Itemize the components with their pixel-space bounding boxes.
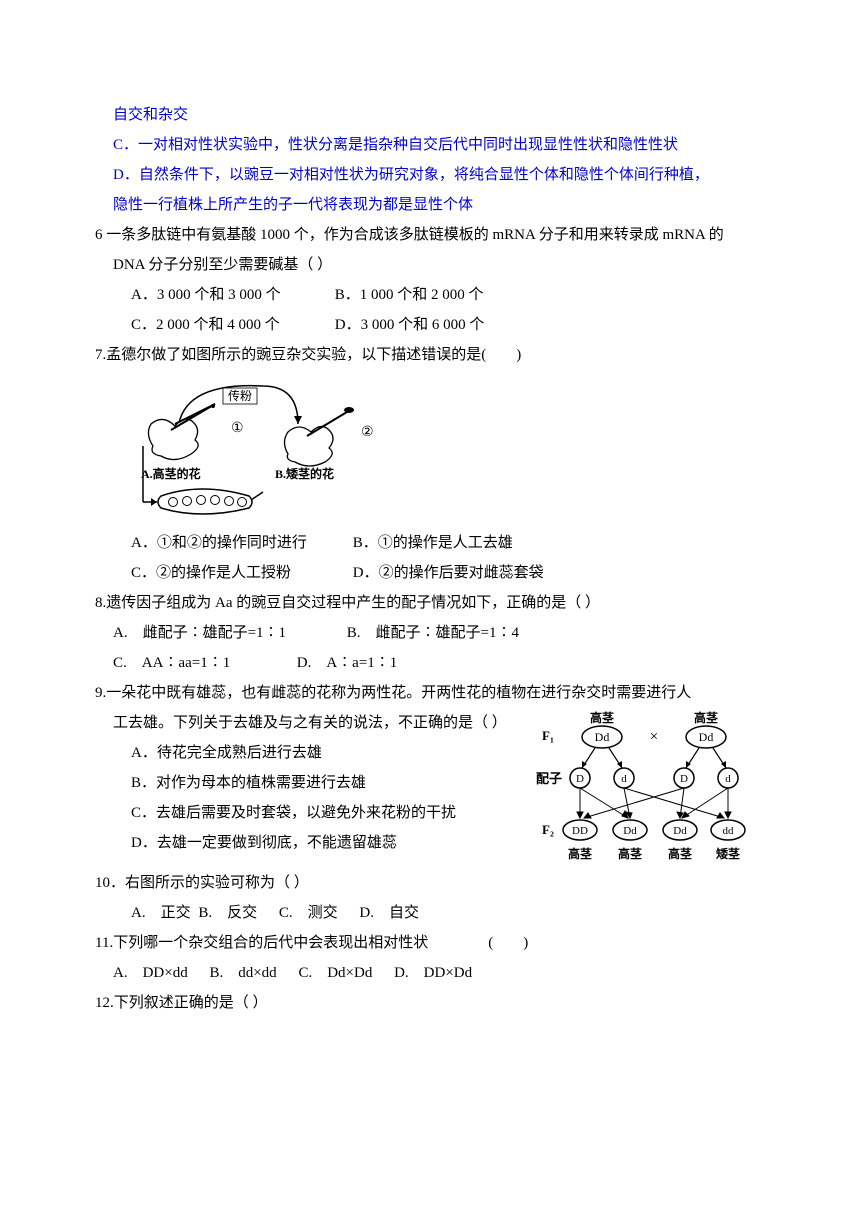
q9-stem-1: 9.一朵花中既有雄蕊，也有雌蕊的花称为两性花。开两性花的植物在进行杂交时需要进行… xyxy=(95,678,765,708)
q6-stem-1: 6 一条多肽链中有氨基酸 1000 个，作为合成该多肽链模板的 mRNA 分子和… xyxy=(95,220,765,250)
svg-text:d: d xyxy=(725,773,731,785)
svg-text:D: D xyxy=(576,773,584,785)
svg-text:①: ① xyxy=(231,421,244,436)
opt-d: D．自然条件下，以豌豆一对相对性状为研究对象，将纯合显性个体和隐性个体间行种植， xyxy=(95,160,765,190)
q7-stem: 7.孟德尔做了如图所示的豌豆杂交实验，以下描述错误的是( ) xyxy=(95,340,765,370)
q11-options: A. DD×dd B. dd×dd C. Dd×Dd D. DD×Dd xyxy=(95,958,765,988)
q6-opt-c: C．2 000 个和 4 000 个 xyxy=(131,310,331,340)
svg-text:d: d xyxy=(621,773,627,785)
svg-text:F₁: F₁ xyxy=(542,728,554,743)
svg-text:高茎: 高茎 xyxy=(694,710,718,725)
q8-opt-a: A. 雌配子∶雄配子=1∶1 xyxy=(113,618,343,648)
q12-stem: 12.下列叙述正确的是（ ） xyxy=(95,988,765,1018)
q11-opt-c: C. Dd×Dd xyxy=(298,958,372,988)
q8-opt-b: B. 雌配子∶雄配子=1∶4 xyxy=(347,618,519,648)
cont-line: 自交和杂交 xyxy=(95,100,765,130)
q7-options-row1: A．①和②的操作同时进行 B．①的操作是人工去雄 xyxy=(95,528,765,558)
q8-opt-d: D. A∶a=1∶1 xyxy=(297,648,398,678)
q11-opt-d: D. DD×Dd xyxy=(394,958,472,988)
svg-text:D: D xyxy=(680,773,688,785)
q6-opt-d: D．3 000 个和 6 000 个 xyxy=(335,310,485,340)
svg-text:Dd: Dd xyxy=(623,825,637,837)
q6-stem-2: DNA 分子分别至少需要碱基（ ） xyxy=(95,250,765,280)
q7-opt-c: C．②的操作是人工授粉 xyxy=(131,558,349,588)
svg-text:高茎: 高茎 xyxy=(668,846,692,861)
q10-opt-b: B. 反交 xyxy=(198,898,257,928)
svg-text:DD: DD xyxy=(572,825,588,837)
q8-opt-c: C. AA∶aa=1∶1 xyxy=(113,648,293,678)
q6-opt-a: A．3 000 个和 3 000 个 xyxy=(131,280,331,310)
svg-text:矮茎: 矮茎 xyxy=(715,846,740,861)
pea-cross-diagram: 传粉 ① ② A.高茎的花 B.矮茎的花 xyxy=(123,374,383,524)
q10-stem: 10．右图所示的实验可称为（ ） xyxy=(95,868,765,898)
q8-stem: 8.遗传因子组成为 Aa 的豌豆自交过程中产生的配子情况如下，正确的是（ ） xyxy=(95,588,765,618)
q8-options-row2: C. AA∶aa=1∶1 D. A∶a=1∶1 xyxy=(95,648,765,678)
svg-text:B.矮茎的花: B.矮茎的花 xyxy=(275,466,334,481)
q7-opt-a: A．①和②的操作同时进行 xyxy=(131,528,349,558)
svg-text:②: ② xyxy=(361,425,374,440)
q7-opt-b: B．①的操作是人工去雄 xyxy=(353,528,513,558)
svg-text:Dd: Dd xyxy=(699,730,714,744)
q6-options-row2: C．2 000 个和 4 000 个 D．3 000 个和 6 000 个 xyxy=(95,310,765,340)
svg-text:dd: dd xyxy=(723,825,735,837)
svg-text:×: × xyxy=(650,729,658,745)
q11-stem: 11.下列哪一个杂交组合的后代中会表现出相对性状 ( ) xyxy=(95,928,765,958)
opt-c: C．一对相对性状实验中，性状分离是指杂种自交后代中同时出现显性性状和隐性性状 xyxy=(95,130,765,160)
svg-text:传粉: 传粉 xyxy=(228,388,252,403)
q11-opt-b: B. dd×dd xyxy=(209,958,276,988)
q9-figure: 高茎 高茎 F₁ Dd × Dd 配子 D d xyxy=(530,710,765,868)
svg-text:高茎: 高茎 xyxy=(568,846,592,861)
opt-d-cont: 隐性一行植株上所产生的子一代将表现为都是显性个体 xyxy=(95,190,765,220)
q7-diagram: 传粉 ① ② A.高茎的花 B.矮茎的花 xyxy=(95,370,765,528)
svg-text:高茎: 高茎 xyxy=(618,846,642,861)
q7-opt-d: D．②的操作后要对雌蕊套袋 xyxy=(353,558,544,588)
q8-options-row1: A. 雌配子∶雄配子=1∶1 B. 雌配子∶雄配子=1∶4 xyxy=(95,618,765,648)
q10-opt-d: D. 自交 xyxy=(359,898,419,928)
q10-opt-a: A. 正交 xyxy=(131,898,191,928)
q11-opt-a: A. DD×dd xyxy=(113,958,188,988)
svg-text:F₂: F₂ xyxy=(542,822,554,837)
svg-text:A.高茎的花: A.高茎的花 xyxy=(141,466,201,481)
svg-text:配子: 配子 xyxy=(536,771,562,786)
q6-options-row1: A．3 000 个和 3 000 个 B．1 000 个和 2 000 个 xyxy=(95,280,765,310)
genetic-cross-diagram: 高茎 高茎 F₁ Dd × Dd 配子 D d xyxy=(530,710,765,868)
svg-text:Dd: Dd xyxy=(595,730,610,744)
q6-opt-b: B．1 000 个和 2 000 个 xyxy=(335,280,484,310)
svg-text:高茎: 高茎 xyxy=(590,710,614,725)
q10-options: A. 正交 B. 反交 C. 测交 D. 自交 xyxy=(95,898,765,928)
svg-text:Dd: Dd xyxy=(673,825,687,837)
q10-opt-c: C. 测交 xyxy=(279,898,338,928)
q7-options-row2: C．②的操作是人工授粉 D．②的操作后要对雌蕊套袋 xyxy=(95,558,765,588)
